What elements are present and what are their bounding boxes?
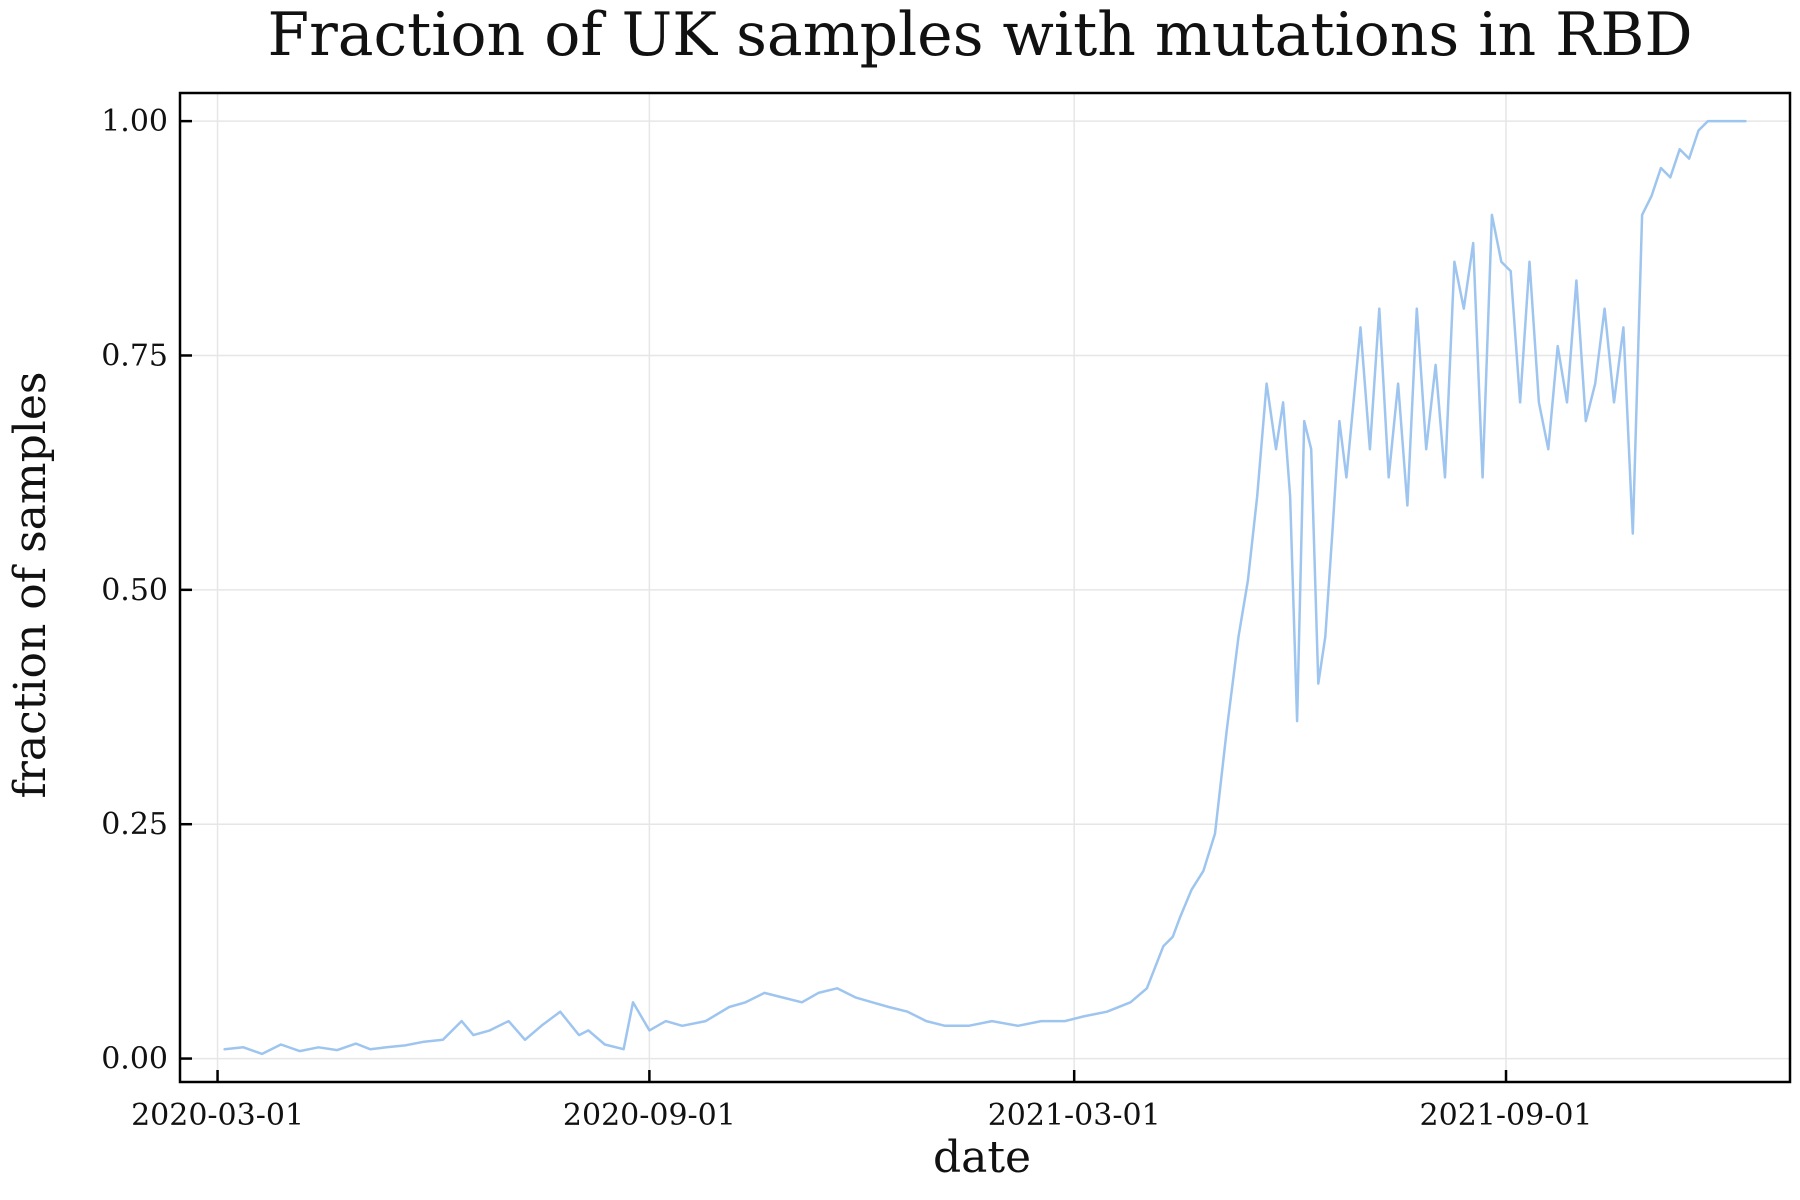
x-tick-label: 2021-09-01 <box>1420 1098 1593 1133</box>
x-tick-label: 2020-03-01 <box>131 1098 304 1133</box>
x-axis-label: date <box>933 1132 1031 1183</box>
y-tick-label: 0.25 <box>101 807 168 842</box>
y-axis-label: fraction of samples <box>5 372 56 799</box>
x-tick-label: 2020-09-01 <box>563 1098 736 1133</box>
grid <box>180 93 1790 1082</box>
series-layer <box>223 119 1747 1056</box>
series-line <box>223 119 1747 1056</box>
chart-title: Fraction of UK samples with mutations in… <box>267 0 1692 70</box>
y-tick-label: 0.00 <box>101 1042 168 1077</box>
x-tick-label: 2021-03-01 <box>988 1098 1161 1133</box>
y-tick-label: 0.50 <box>101 573 168 608</box>
x-axis-ticks: 2020-03-01 2020-09-01 2021-03-01 2021-09-01 <box>131 1070 1593 1133</box>
y-tick-label: 1.00 <box>101 104 168 139</box>
plot-frame <box>178 91 1792 1084</box>
y-tick-label: 0.75 <box>101 338 168 373</box>
y-axis-ticks: 0.00 0.25 0.50 0.75 1.00 <box>101 104 192 1077</box>
